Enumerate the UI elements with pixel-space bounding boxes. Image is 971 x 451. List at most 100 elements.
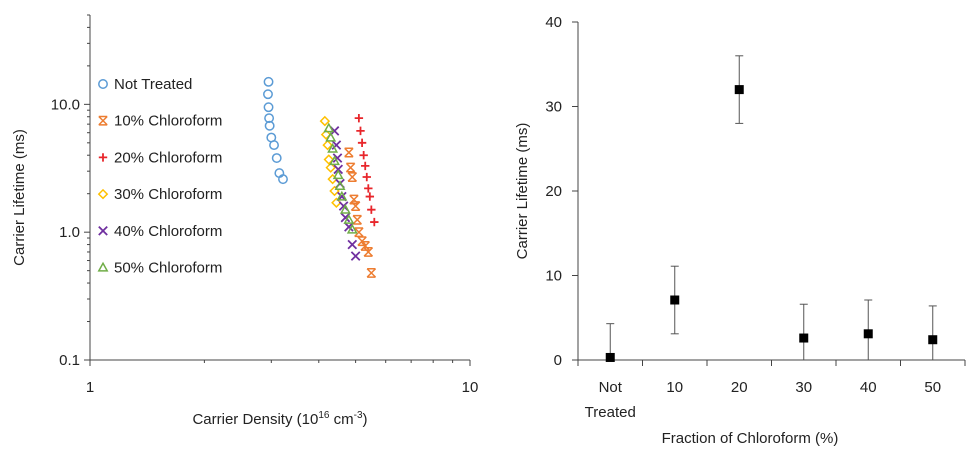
data-point: [336, 190, 348, 201]
y-tick-label: 0.1: [59, 352, 80, 369]
x-axis-title: Fraction of Chloroform (%): [662, 430, 839, 447]
legend-marker-shape: [98, 79, 108, 89]
data-point-shape: [352, 214, 362, 225]
data-point-shape: [345, 162, 356, 173]
data-point: [928, 335, 938, 345]
series-star: [344, 147, 377, 278]
data-point-shape: [320, 129, 332, 140]
y-tick-label: 10: [545, 268, 562, 285]
data-point: [332, 153, 343, 163]
data-point-shape: [863, 329, 873, 339]
data-point-shape: [799, 333, 809, 343]
legend-label: 10% Chloroform: [114, 113, 222, 130]
data-point: [365, 192, 375, 201]
legend-marker-shape: [98, 225, 108, 236]
y-tick-label: 1.0: [59, 224, 80, 241]
data-point: [344, 222, 354, 232]
legend-marker: [98, 225, 108, 236]
data-point-shape: [331, 197, 342, 208]
y-axis-title: Carrier Lifetime (ms): [11, 129, 28, 266]
legend: Not Treated 10% Chloroform 20% Chloroform 3…: [97, 76, 222, 277]
legend-label: 40% Chloroform: [114, 223, 222, 240]
data-point: [361, 161, 370, 171]
legend-marker-shape: [98, 115, 108, 126]
data-point-shape: [356, 126, 365, 136]
x-category-label: Not: [599, 379, 623, 396]
data-point: [269, 140, 279, 151]
data-point-shape: [361, 161, 370, 171]
data-point-shape: [365, 192, 375, 201]
y-axis-title: Carrier Lifetime (ms): [514, 123, 531, 260]
data-point: [364, 184, 373, 193]
data-point: [327, 142, 339, 153]
y-tick-label: 20: [545, 183, 562, 200]
data-point-shape: [343, 214, 355, 224]
series-triangle: [323, 122, 358, 234]
x-tick-label: 1: [86, 379, 94, 396]
data-point: [331, 197, 342, 208]
data-point: [329, 155, 340, 166]
data-point-shape: [264, 113, 275, 124]
data-point: [319, 115, 331, 127]
data-point: [263, 89, 273, 100]
legend-label: 20% Chloroform: [114, 149, 222, 166]
data-point-shape: [362, 172, 371, 182]
data-point-shape: [263, 102, 274, 113]
data-point: [363, 247, 374, 257]
y-tick-label: 0: [554, 352, 562, 369]
data-point-shape: [319, 115, 331, 127]
data-point-shape: [338, 201, 349, 211]
data-point: [359, 151, 368, 160]
data-point: [325, 162, 336, 173]
data-point: [334, 180, 346, 191]
data-point: [323, 154, 335, 165]
x-category-label: Treated: [585, 404, 636, 421]
data-point-group: [928, 305, 938, 360]
data-point: [349, 194, 359, 205]
data-point: [354, 227, 364, 238]
data-point: [799, 333, 809, 343]
data-point-shape: [332, 153, 343, 163]
data-point-shape: [331, 140, 342, 150]
x-axis-title: Carrier Density (1016 cm-3): [192, 410, 367, 428]
x-category-label: 10: [666, 379, 683, 396]
carrier-lifetime-vs-fraction-chart: 0 10 20 30 40 Not Treated 10 20 30 40 50 Carrier Lif…: [514, 14, 966, 447]
data-point-shape: [344, 222, 354, 232]
x-tick-label: 10: [462, 379, 479, 396]
series-plus: [354, 113, 379, 227]
data-point-shape: [271, 153, 282, 164]
data-point: [356, 126, 365, 136]
data-point: [734, 85, 744, 95]
data-point-shape: [327, 142, 339, 153]
data-point-shape: [354, 227, 364, 238]
x-axis-title-part: cm: [329, 411, 353, 428]
data-point: [347, 239, 358, 250]
data-point: [357, 138, 367, 148]
data-point-shape: [367, 205, 376, 214]
data-point: [370, 217, 379, 227]
data-point-shape: [323, 154, 335, 165]
data-point-shape: [364, 184, 373, 193]
x-category-label: 40: [860, 379, 877, 396]
data-point: [347, 172, 358, 182]
data-point-shape: [323, 122, 335, 133]
data-point: [322, 139, 333, 151]
data-point: [278, 174, 288, 185]
data-point: [264, 120, 275, 131]
data-point-shape: [278, 174, 288, 185]
data-point-shape: [350, 201, 361, 212]
data-point: [339, 203, 351, 214]
series-circle: [263, 76, 288, 185]
data-point-shape: [329, 185, 340, 197]
legend-marker: [98, 115, 108, 126]
data-point-shape: [325, 162, 336, 173]
y-tick-label: 10.0: [51, 96, 80, 113]
data-point: [362, 172, 371, 182]
data-point: [367, 205, 376, 214]
data-point-group: [734, 55, 744, 124]
data-point-shape: [350, 251, 361, 261]
data-point-shape: [346, 223, 358, 234]
legend-marker-shape: [97, 188, 109, 200]
data-point-shape: [349, 194, 359, 205]
data-point-shape: [347, 172, 358, 182]
